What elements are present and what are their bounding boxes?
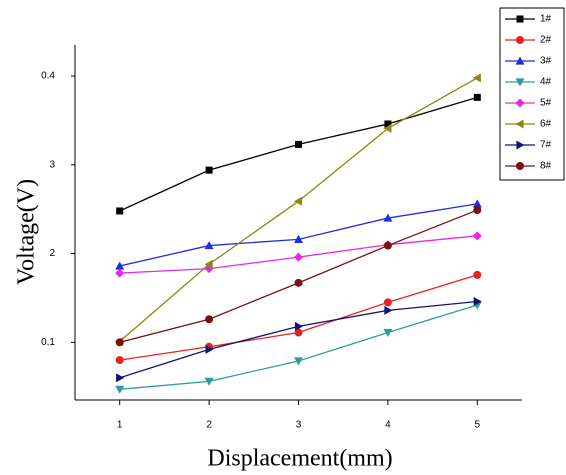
marker: [384, 305, 393, 315]
series-line: [119, 209, 478, 343]
marker: [472, 199, 482, 208]
legend-label: 4#: [540, 77, 552, 88]
legend-marker: [516, 140, 525, 150]
marker: [116, 373, 125, 383]
marker: [116, 207, 124, 215]
y-tick-label: 0.1: [41, 337, 55, 348]
series-line: [119, 304, 478, 390]
series-line: [119, 274, 478, 361]
marker: [294, 234, 303, 243]
legend-label: 5#: [540, 98, 552, 109]
x-tick-label: 1: [117, 420, 123, 431]
marker: [473, 93, 481, 101]
marker: [115, 356, 124, 365]
y-tick-label: 0.4: [41, 71, 55, 82]
legend-marker: [516, 162, 524, 170]
marker: [115, 385, 125, 394]
marker: [473, 296, 482, 306]
legend-marker: [515, 98, 525, 108]
marker: [295, 140, 302, 148]
legend-label: 2#: [540, 35, 552, 46]
legend-label: 7#: [540, 140, 552, 151]
marker: [383, 213, 393, 222]
marker: [383, 123, 392, 133]
x-axis-label: Displacement(mm): [207, 446, 392, 472]
legend-box: [499, 7, 565, 181]
marker: [115, 261, 125, 270]
marker: [384, 120, 392, 128]
series-line: [119, 77, 478, 342]
marker: [472, 231, 482, 241]
series-line: [119, 300, 478, 379]
x-tick-label: 3: [296, 420, 302, 431]
marker: [294, 196, 303, 206]
y-tick-label: 2: [49, 248, 55, 259]
marker: [473, 206, 482, 215]
legend-marker: [515, 78, 525, 87]
marker: [383, 298, 392, 307]
x-tick-label: 4: [385, 420, 391, 431]
marker: [205, 344, 214, 354]
legend-marker: [515, 119, 524, 129]
marker: [204, 377, 214, 386]
legend-marker: [516, 15, 524, 23]
y-axis-label: Voltage(V): [14, 179, 40, 285]
marker: [383, 241, 392, 250]
marker: [115, 268, 125, 278]
legend-label: 3#: [540, 56, 552, 67]
marker: [294, 321, 303, 331]
legend-marker: [515, 56, 525, 65]
series-line: [119, 96, 478, 212]
marker: [473, 270, 482, 279]
legend-label: 8#: [540, 161, 552, 172]
marker: [204, 259, 213, 269]
marker: [472, 73, 481, 83]
marker: [294, 357, 303, 366]
legend-label: 6#: [540, 119, 552, 130]
legend-label: 1#: [540, 14, 552, 25]
marker: [204, 241, 214, 250]
marker: [383, 328, 393, 338]
x-tick-label: 5: [475, 420, 481, 431]
marker: [294, 328, 303, 337]
x-tick-label: 2: [206, 420, 212, 431]
marker: [205, 315, 214, 324]
legend-marker: [516, 36, 524, 44]
marker: [115, 338, 124, 347]
y-tick-label: 3: [49, 159, 55, 170]
marker: [205, 166, 213, 174]
marker: [294, 278, 303, 287]
marker: [294, 252, 303, 262]
